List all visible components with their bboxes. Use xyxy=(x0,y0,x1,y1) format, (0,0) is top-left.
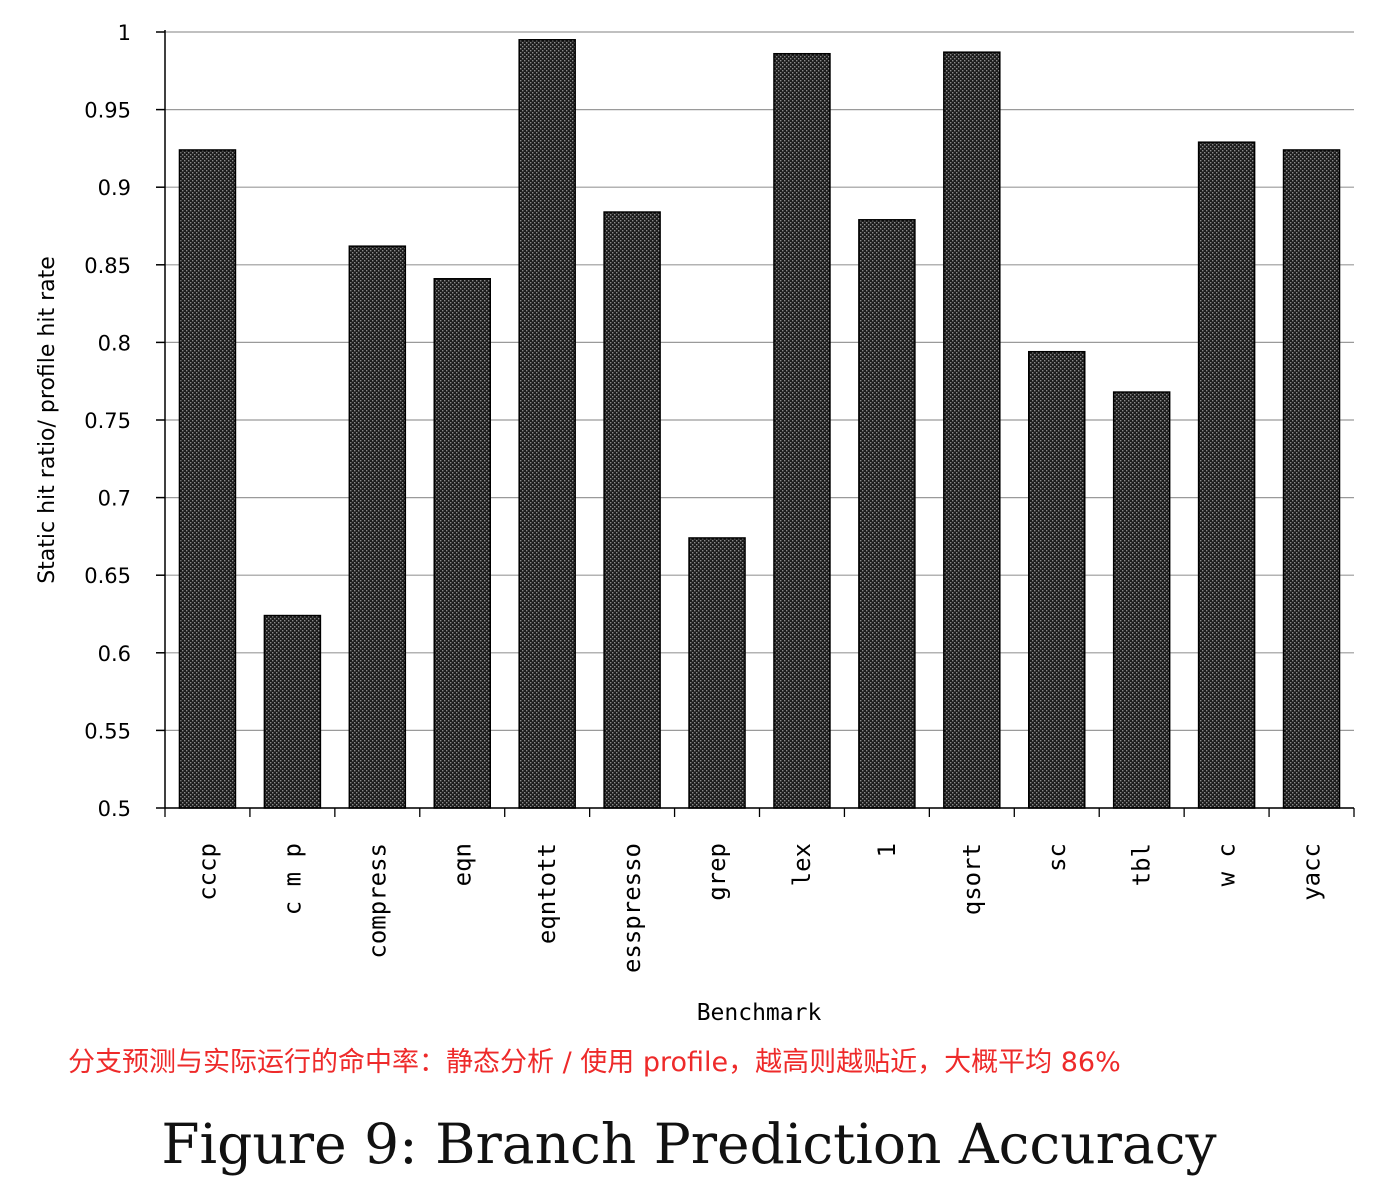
bar-grep xyxy=(688,537,746,809)
bar-chart: 0.5 0.55 0.6 0.65 0.7 0.75 0.8 0.85 0.9 0.95 1 ccc… xyxy=(35,21,1355,1026)
x-tick-label-l: 1 xyxy=(873,843,901,857)
bar-tbl xyxy=(1112,391,1171,809)
y-tick-label: 0.7 xyxy=(98,487,131,511)
bar-esspresso xyxy=(603,211,661,809)
x-tick-label-compress: compress xyxy=(363,843,391,959)
y-tick-label: 0.85 xyxy=(84,254,131,278)
bar-qsort xyxy=(943,51,1001,809)
gridlines xyxy=(165,31,1354,809)
y-tick-label: 1 xyxy=(118,21,131,45)
x-axis-title: Benchmark xyxy=(697,1000,822,1026)
bar-compress xyxy=(348,245,407,809)
y-tick-label: 0.75 xyxy=(84,409,131,433)
figure-caption: Figure 9: Branch Prediction Accuracy xyxy=(161,1112,1217,1176)
bar-lex xyxy=(773,52,831,809)
bar-eqn xyxy=(433,278,491,809)
x-tick-label-grep: grep xyxy=(703,843,731,901)
x-tick-label-eqn: eqn xyxy=(448,843,476,886)
x-tick-label-esspresso: esspresso xyxy=(618,843,646,973)
y-tick-label: 0.8 xyxy=(98,331,131,355)
x-tick-label-cccp: cccp xyxy=(193,843,221,901)
x-tick-label-wc: w c xyxy=(1213,843,1241,886)
x-tick-label-qsort: qsort xyxy=(958,843,986,915)
x-tick-labels: cccp c m p compress eqn eqntott esspresso grep… xyxy=(193,843,1325,973)
x-tick-label-lex: lex xyxy=(788,843,816,886)
bar-sc xyxy=(1028,350,1086,809)
y-tick-labels: 0.5 0.55 0.6 0.65 0.7 0.75 0.8 0.85 0.9 0.95 1 xyxy=(84,21,131,821)
y-tick-label: 0.6 xyxy=(98,642,131,666)
x-tick-label-yacc: yacc xyxy=(1298,843,1326,901)
bar-yacc xyxy=(1282,149,1341,809)
y-tick-label: 0.55 xyxy=(84,719,131,743)
bars xyxy=(178,39,1341,809)
bar-wc xyxy=(1197,141,1256,809)
x-tick-label-eqntott: eqntott xyxy=(533,843,561,944)
bar-l xyxy=(858,219,916,809)
y-tick-label: 0.9 xyxy=(98,176,131,200)
y-tick-label: 0.65 xyxy=(84,564,131,588)
bar-cccp xyxy=(178,149,237,809)
axes xyxy=(156,30,1355,817)
y-tick-label: 0.5 xyxy=(98,797,131,821)
x-tick-label-sc: sc xyxy=(1043,843,1071,872)
y-axis-title: Static hit ratio/ profile hit rate xyxy=(35,256,60,584)
bar-eqntott xyxy=(518,39,576,809)
x-tick-label-tbl: tbl xyxy=(1128,843,1156,886)
x-tick-label-cmp: c m p xyxy=(278,843,306,915)
bar-cmp xyxy=(263,614,322,809)
y-tick-label: 0.95 xyxy=(84,99,131,123)
annotation-note: 分支预测与实际运行的命中率：静态分析 / 使用 profile，越高则越贴近，大… xyxy=(68,1047,1121,1078)
